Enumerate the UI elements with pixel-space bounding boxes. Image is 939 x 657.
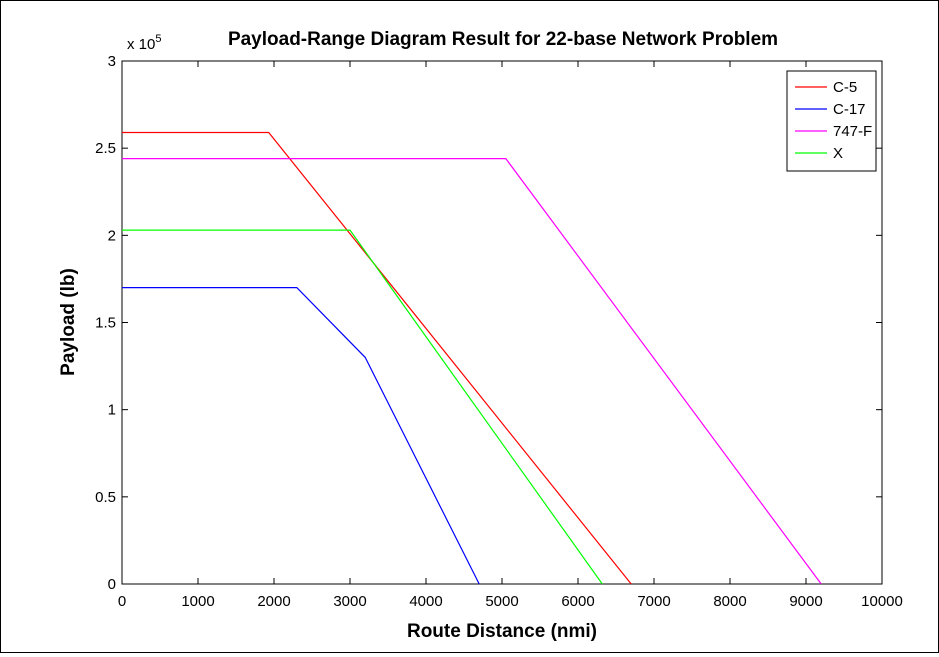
- x-axis-ticks: 0 1000 2000 3000 4000 5000 6000 7000 8000 9000 100…: [118, 61, 903, 610]
- y-multiplier-base: x 10: [127, 36, 155, 53]
- x-tick-label: 3000: [333, 593, 366, 610]
- legend-label-c-5: C-5: [833, 79, 857, 96]
- x-tick-label: 5000: [485, 593, 518, 610]
- x-tick-label: 9000: [789, 593, 822, 610]
- x-tick-label: 2000: [257, 593, 290, 610]
- series-line-c-5: [122, 131, 632, 585]
- x-tick-label: 0: [118, 593, 126, 610]
- y-tick-label: 0: [108, 576, 116, 593]
- x-tick-label: 6000: [561, 593, 594, 610]
- legend-label-x: X: [833, 145, 843, 162]
- y-tick-label: 1: [108, 402, 116, 419]
- y-multiplier-exponent: 5: [155, 33, 161, 45]
- legend: C-5 C-17 747-F X: [786, 70, 877, 172]
- x-tick-label: 4000: [409, 593, 442, 610]
- y-multiplier: x 105: [127, 33, 161, 53]
- y-tick-label: 0.5: [95, 489, 116, 506]
- y-axis-ticks: 0 0.5 1 1.5 2 2.5 3: [95, 53, 882, 593]
- x-tick-label: 10000: [861, 593, 903, 610]
- y-tick-label: 1.5: [95, 315, 116, 332]
- x-tick-label: 7000: [637, 593, 670, 610]
- series-lines: [122, 131, 822, 585]
- series-line-x: [122, 229, 603, 585]
- series-line-c-17: [122, 287, 480, 585]
- legend-box: [786, 70, 877, 172]
- x-tick-label: 1000: [181, 593, 214, 610]
- legend-label-c-17: C-17: [833, 101, 866, 118]
- y-tick-label: 2.5: [95, 140, 116, 157]
- y-axis-label: Payload (lb): [58, 268, 79, 376]
- y-tick-label: 2: [108, 227, 116, 244]
- y-tick-label: 3: [108, 53, 116, 70]
- chart-title: Payload-Range Diagram Result for 22-base…: [228, 29, 778, 50]
- plot-area: [121, 60, 883, 585]
- x-tick-label: 8000: [713, 593, 746, 610]
- legend-label-747-f: 747-F: [833, 123, 872, 140]
- x-axis-label: Route Distance (nmi): [407, 621, 597, 642]
- series-line-747-f: [122, 158, 822, 585]
